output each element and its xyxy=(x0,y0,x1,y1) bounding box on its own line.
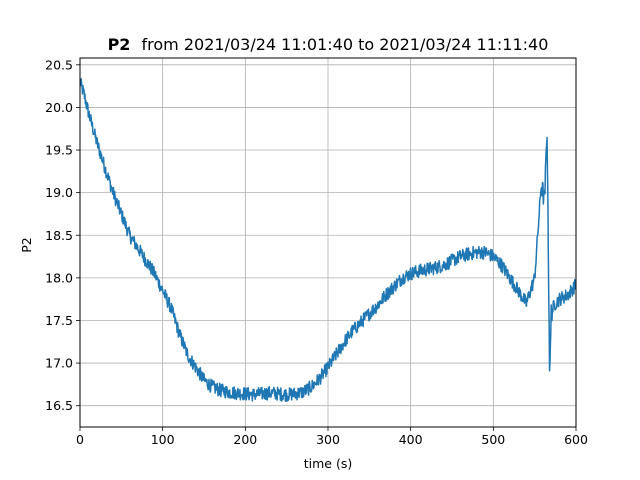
chart-title-bold: P2 xyxy=(108,35,131,54)
x-tick-label: 400 xyxy=(399,432,423,447)
y-axis-label: P2 xyxy=(19,237,34,253)
x-axis-ticks: 0 100 200 300 400 500 600 xyxy=(76,427,588,447)
x-axis-label: time (s) xyxy=(304,456,352,471)
x-tick-label: 0 xyxy=(76,432,84,447)
x-tick-label: 500 xyxy=(481,432,505,447)
series-path xyxy=(80,78,576,402)
grid xyxy=(79,58,577,427)
y-axis-ticks: 16.5 17.0 17.5 18.0 18.5 19.0 19.5 20.0 20.5 xyxy=(45,57,80,413)
chart-title: P2 from 2021/03/24 11:01:40 to 2021/03/2… xyxy=(108,35,549,54)
y-tick-label: 18.0 xyxy=(45,270,73,285)
y-tick-label: 16.5 xyxy=(45,398,73,413)
y-tick-label: 17.0 xyxy=(45,356,73,371)
chart-title-rest: from 2021/03/24 11:01:40 to 2021/03/24 1… xyxy=(142,35,549,54)
x-tick-label: 100 xyxy=(151,432,175,447)
y-tick-label: 20.5 xyxy=(45,57,73,72)
y-tick-label: 17.5 xyxy=(45,313,73,328)
y-tick-label: 18.5 xyxy=(45,228,73,243)
y-tick-label: 20.0 xyxy=(45,100,73,115)
series-line xyxy=(80,78,576,402)
svg-text:P2 from 2021/03/24 11:01: P2 from 2021/03/24 11:01:40 to 2021/03/2… xyxy=(108,35,549,54)
x-tick-label: 300 xyxy=(316,432,340,447)
y-tick-label: 19.5 xyxy=(45,143,73,158)
x-tick-label: 200 xyxy=(233,432,257,447)
x-tick-label: 600 xyxy=(564,432,588,447)
y-tick-label: 19.0 xyxy=(45,185,73,200)
